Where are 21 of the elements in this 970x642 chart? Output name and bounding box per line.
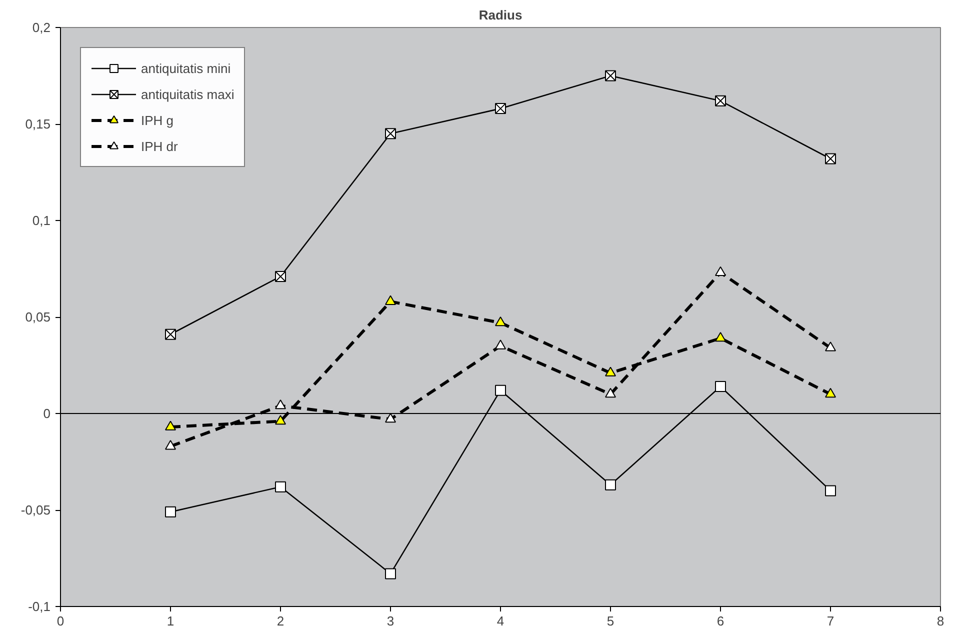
y-tick-label: 0,15 bbox=[25, 116, 51, 132]
y-tick-label: -0,1 bbox=[28, 599, 51, 614]
x-tick-label: 6 bbox=[716, 614, 724, 628]
y-tick-label: 0,1 bbox=[32, 213, 51, 228]
y-tick-label: -0,05 bbox=[20, 502, 51, 518]
legend-label: antiquitatis maxi bbox=[141, 86, 234, 102]
x-tick-label: 0 bbox=[56, 614, 64, 628]
x-tick-label: 3 bbox=[386, 614, 394, 628]
y-tick-label: 0,05 bbox=[25, 310, 51, 324]
x-tick-label: 8 bbox=[936, 614, 944, 628]
y-tick-label: 0,2 bbox=[32, 20, 51, 35]
legend-label: antiquitatis mini bbox=[141, 60, 231, 76]
x-tick-label: 1 bbox=[166, 614, 174, 628]
chart-title: Radius bbox=[478, 8, 522, 22]
legend-label: IPH dr bbox=[141, 138, 178, 154]
x-tick-label: 5 bbox=[606, 614, 614, 628]
x-tick-label: 2 bbox=[276, 614, 284, 628]
x-tick-label: 7 bbox=[826, 614, 834, 628]
y-tick-label: 0 bbox=[43, 406, 51, 421]
x-tick-label: 4 bbox=[496, 614, 504, 628]
legend-label: IPH g bbox=[141, 112, 174, 128]
